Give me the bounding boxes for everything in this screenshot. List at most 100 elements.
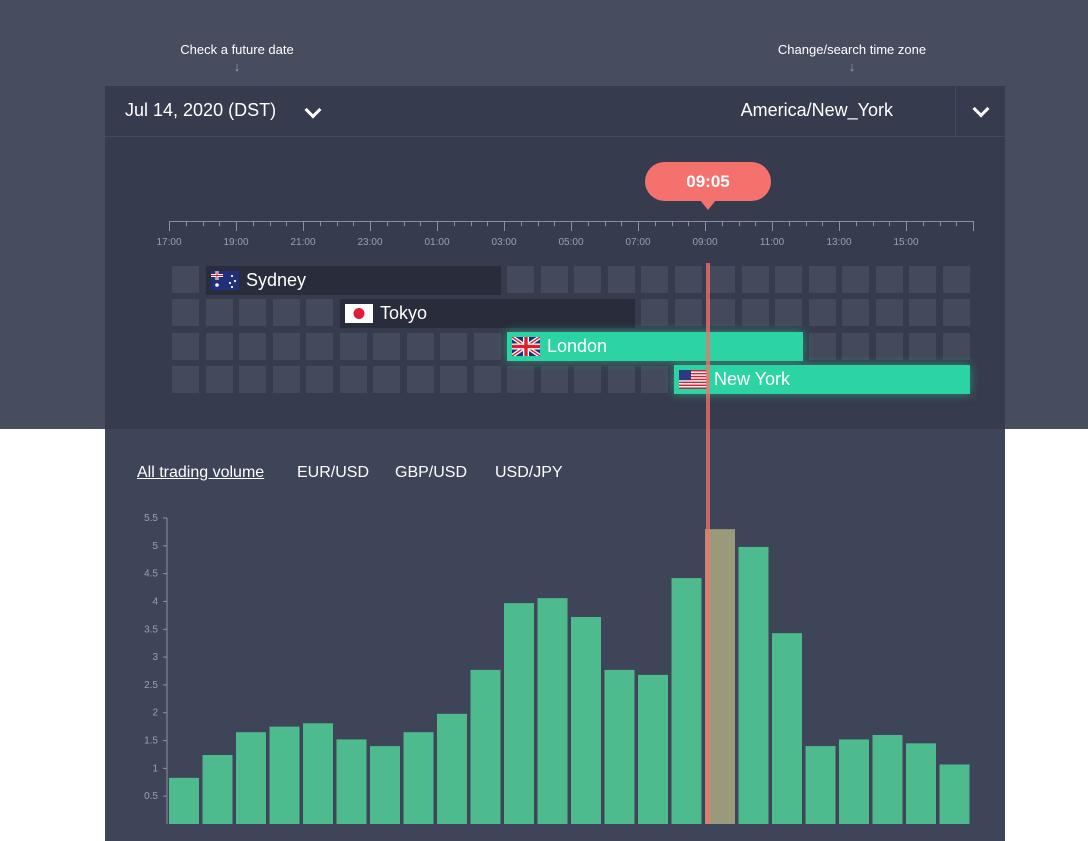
- hour-cell: [641, 299, 668, 327]
- hour-cell: [172, 365, 199, 393]
- hour-cell: [942, 266, 970, 293]
- hour-cell: [440, 332, 467, 360]
- ruler-tick: [621, 221, 623, 226]
- hour-cell: [272, 365, 300, 393]
- volume-bar[interactable]: [169, 777, 199, 824]
- volume-bar[interactable]: [437, 713, 467, 824]
- ruler-tick: [554, 221, 556, 226]
- volume-bar[interactable]: [939, 764, 970, 824]
- ruler-tick: [839, 221, 840, 231]
- volume-bar[interactable]: [772, 633, 802, 824]
- y-axis-label: 2: [152, 708, 158, 719]
- hour-cell: [641, 365, 668, 393]
- hour-cell: [507, 365, 534, 393]
- volume-bar[interactable]: [403, 732, 434, 824]
- tab-gbp-usd[interactable]: GBP/USD: [395, 464, 468, 481]
- hour-cell: [473, 332, 501, 360]
- session-new-york[interactable]: New York: [674, 365, 970, 394]
- y-axis-label: 4: [152, 596, 158, 607]
- ruler-label: 01:00: [424, 237, 450, 248]
- timezone-selector[interactable]: America/New_York: [675, 86, 955, 136]
- hour-cell: [574, 365, 601, 393]
- volume-bar[interactable]: [671, 578, 702, 824]
- session-london[interactable]: London: [507, 332, 803, 361]
- sessions-grid: Sydney Tokyo London: [172, 266, 972, 396]
- ruler-label: 09:00: [692, 237, 718, 248]
- volume-bar[interactable]: [571, 617, 601, 824]
- hour-cell: [607, 266, 635, 293]
- ruler-tick: [319, 221, 321, 226]
- hour-cell: [205, 365, 233, 393]
- volume-bar[interactable]: [872, 734, 903, 824]
- y-axis-label: 3.5: [144, 624, 158, 635]
- hour-cell: [875, 266, 903, 293]
- ruler-tick: [252, 221, 254, 226]
- tab-all-trading-volume[interactable]: All trading volume: [137, 464, 265, 481]
- volume-bar[interactable]: [236, 732, 266, 824]
- hour-cell: [339, 332, 367, 360]
- session-label: Sydney: [246, 270, 307, 290]
- ruler-label: 05:00: [558, 237, 584, 248]
- ruler-tick: [738, 221, 740, 226]
- volume-bar[interactable]: [370, 746, 400, 824]
- ruler-label: 07:00: [625, 237, 651, 248]
- hour-cell: [373, 365, 400, 393]
- uk-flag-icon: [512, 337, 540, 356]
- volume-bar[interactable]: [269, 726, 300, 824]
- ruler-tick: [973, 221, 974, 231]
- ruler-tick: [219, 221, 221, 226]
- volume-bar[interactable]: [604, 669, 635, 824]
- ruler-tick: [420, 221, 422, 226]
- y-axis-label: 5: [152, 541, 158, 552]
- tab-eur-usd[interactable]: EUR/USD: [297, 464, 370, 481]
- y-axis-label: 1.5: [144, 736, 158, 747]
- session-tokyo[interactable]: Tokyo: [340, 299, 635, 328]
- y-axis-label: 2.5: [144, 680, 158, 691]
- tab-usd-jpy[interactable]: USD/JPY: [495, 464, 563, 481]
- volume-bar[interactable]: [336, 739, 367, 824]
- ruler-tick: [939, 221, 941, 226]
- timezone-value: America/New_York: [740, 100, 893, 120]
- hour-cell: [540, 266, 568, 293]
- ruler-label: 21:00: [290, 237, 316, 248]
- volume-bar[interactable]: [537, 598, 568, 824]
- volume-bar[interactable]: [738, 546, 769, 824]
- timezone-dropdown-button[interactable]: [955, 86, 1006, 136]
- volume-bar[interactable]: [906, 743, 936, 824]
- y-axis-label: 3: [152, 652, 158, 663]
- ruler-tick: [470, 221, 472, 226]
- ruler-tick: [855, 221, 857, 226]
- ruler-tick: [805, 221, 807, 226]
- hour-cell: [942, 332, 970, 360]
- volume-bar[interactable]: [705, 529, 735, 824]
- hour-cell: [440, 365, 467, 393]
- hour-cell: [775, 299, 802, 327]
- ruler-tick: [705, 221, 706, 231]
- hour-cell: [172, 299, 199, 327]
- volume-bar[interactable]: [504, 603, 534, 824]
- hour-cell: [239, 299, 266, 327]
- hour-cell: [842, 299, 869, 327]
- hour-cell: [339, 365, 367, 393]
- hour-cell: [842, 332, 869, 360]
- volume-bar[interactable]: [470, 669, 501, 824]
- ruler-tick: [202, 221, 204, 226]
- date-hint-text: Check a future date: [180, 42, 294, 57]
- ruler-tick: [604, 221, 606, 226]
- ruler-tick: [822, 221, 824, 226]
- date-selector[interactable]: Jul 14, 2020 (DST): [105, 86, 335, 136]
- hour-cell: [306, 299, 333, 327]
- ruler-tick: [688, 221, 690, 226]
- hour-cell: [808, 266, 836, 293]
- volume-bar[interactable]: [839, 739, 869, 824]
- session-sydney[interactable]: Sydney: [206, 266, 501, 295]
- volume-bar[interactable]: [805, 746, 836, 824]
- ruler-tick: [286, 221, 288, 226]
- volume-bar[interactable]: [202, 755, 233, 824]
- volume-bar[interactable]: [303, 723, 333, 824]
- trading-volume-section: All trading volume EUR/USD GBP/USD USD/J…: [105, 429, 1005, 841]
- hour-cell: [239, 365, 266, 393]
- hour-cell: [942, 299, 970, 327]
- hour-cell: [205, 299, 233, 327]
- volume-bar[interactable]: [638, 674, 668, 824]
